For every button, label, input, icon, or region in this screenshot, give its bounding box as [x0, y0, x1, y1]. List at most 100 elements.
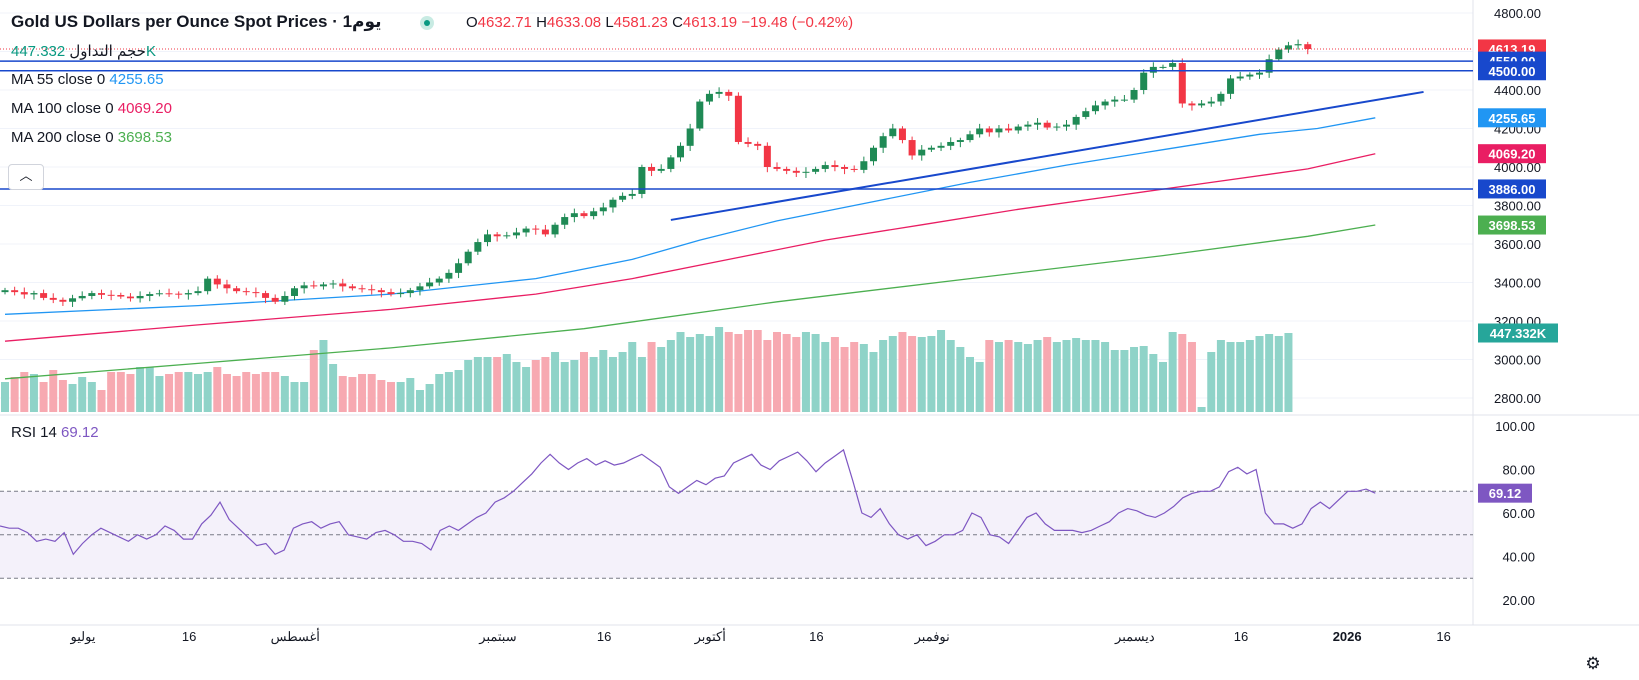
volume-bar	[1014, 342, 1023, 412]
price-label-bg	[1478, 144, 1546, 164]
volume-bar	[888, 336, 897, 412]
candle-body	[387, 292, 395, 295]
candle-body	[155, 293, 163, 295]
candle-body	[377, 290, 385, 293]
volume-bar	[927, 336, 936, 412]
volume-bar	[869, 352, 878, 412]
volume-bar	[213, 367, 222, 412]
candle-body	[426, 282, 434, 287]
candle-body	[358, 288, 366, 290]
legend-ma200[interactable]: MA 200 close 0 3698.53	[11, 129, 172, 146]
legend-rsi[interactable]: RSI 14 69.12	[11, 424, 99, 441]
volume-bar	[637, 357, 646, 412]
time-tick-label: ديسمبر	[1114, 629, 1155, 645]
candle-body	[1246, 74, 1254, 77]
price-tick-label: 4400.00	[1494, 83, 1541, 98]
volume-bar	[1101, 342, 1110, 412]
volume-bar	[512, 362, 521, 412]
volume-bar	[618, 352, 627, 412]
time-tick-label: 16	[809, 629, 823, 644]
candle-body	[445, 272, 453, 279]
legend-ma100[interactable]: MA 100 close 0 4069.20	[11, 100, 172, 117]
close-label: C	[672, 14, 683, 31]
volume-bar	[242, 372, 251, 412]
volume-bar	[1159, 362, 1167, 412]
volume-bar	[1236, 342, 1245, 412]
candle-body	[754, 143, 762, 146]
candle-body	[1207, 101, 1215, 104]
high-value: 4633.08	[546, 14, 602, 31]
volume-bar	[1274, 336, 1283, 412]
candle-body	[1256, 72, 1263, 75]
candle-body	[117, 295, 125, 297]
time-tick-label: يوليو	[70, 629, 96, 645]
candle-body	[300, 285, 308, 289]
candle-body	[455, 263, 463, 273]
candle-body	[657, 168, 665, 171]
legend-ma55[interactable]: MA 55 close 0 4255.65	[11, 71, 164, 88]
candle-body	[368, 289, 376, 291]
candle-body	[1275, 49, 1283, 60]
volume-bar	[1081, 340, 1090, 412]
candle-body	[69, 298, 77, 302]
candle-body	[348, 286, 356, 289]
candle-body	[1169, 63, 1177, 67]
candle-body	[1198, 103, 1206, 106]
candle-body	[1120, 99, 1128, 101]
candle-body	[242, 291, 250, 293]
collapse-legend-button[interactable]: ︿	[8, 164, 44, 190]
candle-body	[1188, 103, 1196, 106]
candle-body	[484, 234, 491, 243]
candle-body	[648, 167, 656, 171]
volume-bar	[956, 347, 965, 412]
candle-body	[339, 283, 347, 287]
candle-body	[136, 295, 144, 299]
legend-volume[interactable]: حجم التداول 447.332K	[11, 42, 156, 60]
candle-body	[1178, 63, 1186, 104]
candle-body	[677, 145, 684, 158]
volume-bar	[840, 347, 849, 412]
volume-bar	[705, 336, 714, 412]
legend-ma100-value: 4069.20	[117, 100, 172, 117]
volume-bar	[464, 360, 473, 412]
time-tick-label: 16	[1436, 629, 1450, 644]
volume-bar	[502, 354, 511, 412]
volume-bar	[773, 332, 781, 412]
candle-body	[561, 217, 569, 225]
volume-bar	[715, 327, 724, 412]
volume-bar	[1, 382, 9, 412]
time-tick-label: نوفمبر	[914, 629, 950, 645]
volume-bar	[377, 380, 386, 412]
chevron-up-icon: ︿	[19, 168, 33, 183]
volume-bar	[1110, 350, 1119, 412]
candle-body	[281, 295, 289, 302]
candle-body	[918, 149, 926, 156]
candle-body	[937, 145, 945, 148]
volume-bar	[387, 382, 395, 412]
volume-bar	[1265, 334, 1274, 412]
candle-body	[1284, 45, 1292, 50]
candle-body	[783, 168, 791, 171]
candle-body	[146, 294, 154, 296]
candle-body	[503, 235, 511, 237]
legend-ma55-label: MA 55 close 0	[11, 71, 106, 88]
volume-bar	[145, 367, 154, 412]
volume-bar	[1207, 352, 1216, 412]
volume-bar	[1004, 340, 1013, 412]
volume-bar	[300, 382, 309, 412]
time-tick-label: أغسطس	[271, 628, 320, 645]
volume-bar	[1255, 336, 1264, 412]
volume-bar	[203, 372, 212, 412]
candle-body	[1101, 101, 1109, 106]
candle-body	[831, 165, 839, 167]
candle-body	[580, 213, 588, 217]
candle-body	[590, 211, 598, 217]
gear-icon[interactable]: ⚙	[1585, 654, 1601, 673]
volume-bar	[49, 370, 58, 412]
candle-body	[889, 128, 897, 137]
volume-bar	[425, 384, 434, 412]
candle-body	[493, 234, 501, 237]
candle-body	[1294, 44, 1302, 46]
candle-body	[570, 213, 578, 218]
